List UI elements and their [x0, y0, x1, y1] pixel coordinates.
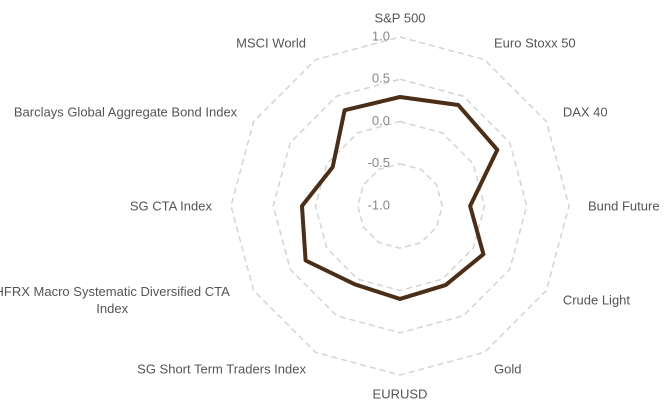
category-label: MSCI World: [236, 35, 306, 51]
category-label: S&P 500: [374, 10, 426, 26]
category-label: Euro Stoxx 50: [494, 35, 576, 51]
series-line: [299, 94, 500, 301]
category-label: SG CTA Index: [129, 198, 212, 214]
r-tick-label: -1.0: [368, 197, 390, 212]
r-tick-label: 0.0: [372, 113, 390, 128]
r-tick-label: 1.0: [372, 28, 390, 43]
category-label: Crude Light: [562, 292, 631, 308]
grid-ring: [356, 162, 444, 250]
category-label: Gold: [494, 361, 522, 377]
category-label: DAX 40: [562, 104, 608, 120]
category-label: HFRX Macro Systematic Diversified CTA In…: [0, 284, 230, 316]
category-label: SG Short Term Traders Index: [137, 361, 306, 377]
category-label: Barclays Global Aggregate Bond Index: [13, 104, 238, 120]
r-tick-label: 0.5: [372, 71, 390, 86]
grid-ring: [272, 78, 528, 334]
grid-ring: [230, 36, 570, 376]
r-tick-label: -0.5: [368, 155, 390, 170]
grid-ring: [314, 120, 486, 292]
category-label: EURUSD: [372, 386, 428, 402]
category-label: Bund Future: [588, 198, 660, 214]
